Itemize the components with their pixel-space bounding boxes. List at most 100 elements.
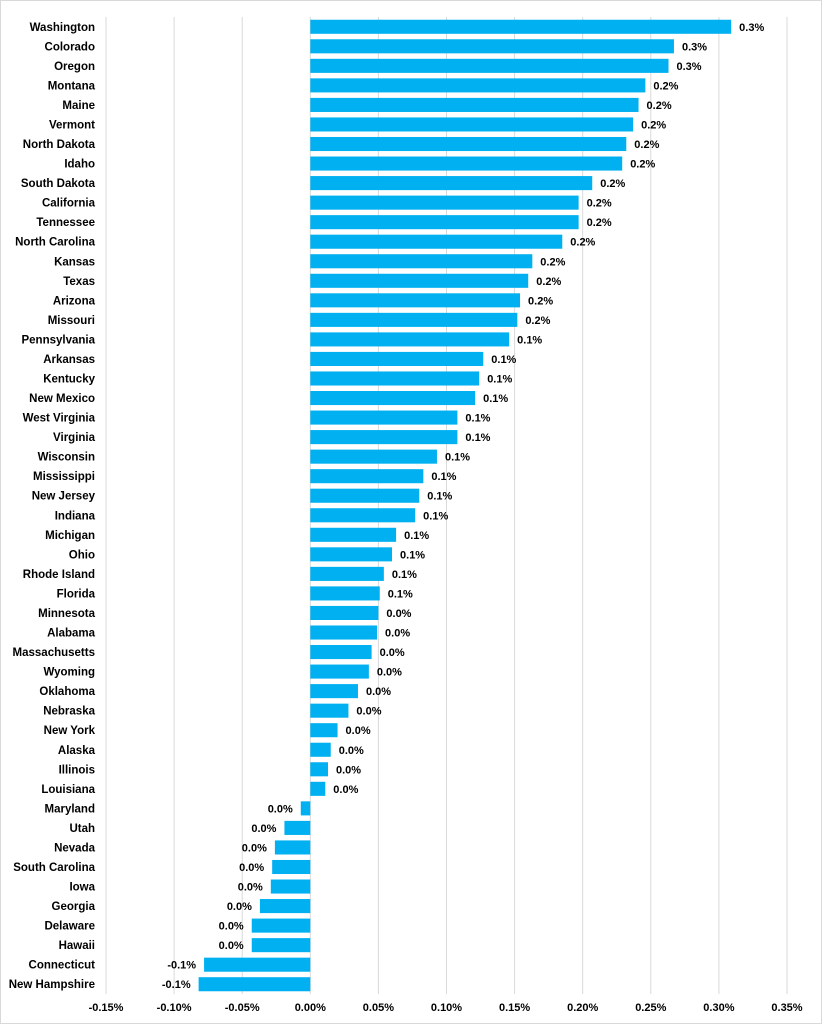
data-label: 0.2% — [570, 237, 595, 249]
bar — [310, 605, 379, 621]
data-label: 0.0% — [238, 882, 263, 894]
x-tick-label: -0.15% — [89, 1002, 124, 1014]
category-label: Alaska — [58, 745, 96, 757]
category-label: South Dakota — [21, 178, 96, 190]
data-label: 0.3% — [677, 61, 702, 73]
data-label: 0.2% — [641, 119, 666, 131]
data-labels: 0.3% 0.3% 0.3% 0.2% 0.2% 0.2% 0.2% 0.2% 0.2% 0.2%… — [162, 22, 765, 991]
data-label: 0.2% — [587, 198, 612, 210]
data-label: -0.1% — [167, 960, 196, 972]
data-label: 0.0% — [366, 686, 391, 698]
category-label: Utah — [69, 823, 95, 835]
bar — [310, 469, 424, 484]
data-label: 0.0% — [386, 608, 411, 620]
bar — [310, 566, 384, 581]
data-label: 0.3% — [739, 22, 764, 34]
bar — [310, 254, 533, 269]
bar — [251, 918, 311, 933]
data-label: 0.1% — [427, 491, 452, 503]
category-label: Texas — [63, 276, 95, 288]
data-label: 0.1% — [404, 530, 429, 542]
category-label: Oregon — [54, 61, 95, 73]
data-label: 0.2% — [587, 217, 612, 229]
category-label: Maryland — [45, 803, 96, 815]
data-label: 0.2% — [540, 256, 565, 268]
bar — [310, 215, 579, 230]
data-label: 0.0% — [268, 803, 293, 815]
x-tick-label: -0.05% — [225, 1002, 260, 1014]
bar — [300, 801, 311, 816]
data-label: 0.2% — [653, 80, 678, 92]
bar — [310, 312, 518, 327]
bar — [310, 371, 480, 386]
category-label: New Mexico — [29, 393, 95, 405]
bar — [310, 430, 458, 445]
data-label: 0.0% — [219, 940, 244, 952]
category-label: Mississippi — [33, 471, 95, 483]
bar — [310, 547, 393, 562]
category-label: Kentucky — [43, 373, 95, 385]
bar — [310, 449, 437, 464]
bar — [310, 645, 372, 660]
data-label: 0.1% — [517, 334, 542, 346]
bar — [204, 957, 311, 972]
data-label: 0.0% — [242, 842, 267, 854]
bar — [310, 97, 639, 112]
data-label: 0.2% — [528, 295, 553, 307]
x-tick-label: 0.05% — [363, 1002, 394, 1014]
category-label: Minnesota — [38, 608, 95, 620]
bar — [274, 840, 311, 855]
x-axis-tick-labels: -0.15% -0.10% -0.05% 0.00% 0.05% 0.10% 0.15% 0.… — [89, 1002, 803, 1014]
data-label: 0.0% — [227, 901, 252, 913]
bar — [272, 859, 311, 875]
bar — [310, 351, 484, 366]
category-label: Connecticut — [29, 960, 96, 972]
data-label: 0.0% — [333, 784, 358, 796]
bar — [310, 19, 732, 34]
bar — [310, 625, 378, 640]
bar — [259, 899, 311, 914]
data-label: 0.1% — [487, 373, 512, 385]
category-label: South Carolina — [13, 862, 95, 874]
data-label: 0.0% — [377, 667, 402, 679]
bar — [198, 977, 311, 992]
bar — [310, 781, 326, 796]
data-label: 0.1% — [388, 588, 413, 600]
category-label: North Dakota — [23, 139, 96, 151]
bar — [251, 938, 311, 953]
category-label: Hawaii — [59, 940, 95, 952]
data-label: 0.0% — [385, 628, 410, 640]
category-label: Missouri — [48, 315, 95, 327]
data-label: 0.0% — [380, 647, 405, 659]
x-tick-label: 0.25% — [635, 1002, 666, 1014]
category-label: Alabama — [47, 628, 96, 640]
category-label: Georgia — [52, 901, 96, 913]
category-label: New Hampshire — [9, 979, 95, 991]
data-label: 0.2% — [525, 315, 550, 327]
data-label: 0.1% — [465, 413, 490, 425]
category-label: Colorado — [45, 41, 95, 53]
category-label: New Jersey — [32, 491, 96, 503]
data-label: -0.1% — [162, 979, 191, 991]
bar — [310, 488, 420, 503]
category-label: Oklahoma — [39, 686, 95, 698]
category-label: California — [42, 198, 96, 210]
category-label: Illinois — [59, 764, 95, 776]
bar — [310, 586, 380, 601]
category-label: Rhode Island — [23, 569, 95, 581]
category-label: Wyoming — [43, 667, 95, 679]
category-label: Tennessee — [36, 217, 95, 229]
category-label: Louisiana — [41, 784, 95, 796]
category-label: Indiana — [55, 510, 96, 522]
category-label: Florida — [57, 588, 96, 600]
data-label: 0.0% — [251, 823, 276, 835]
bar — [310, 156, 623, 171]
category-label: Michigan — [45, 530, 95, 542]
data-label: 0.1% — [445, 452, 470, 464]
bar — [310, 742, 331, 757]
x-tick-label: 0.20% — [567, 1002, 598, 1014]
x-tick-label: 0.00% — [295, 1002, 326, 1014]
bar — [310, 78, 646, 93]
bar — [310, 234, 563, 249]
